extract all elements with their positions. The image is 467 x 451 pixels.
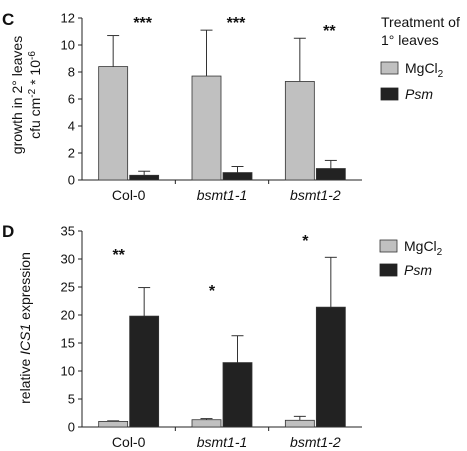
panel-c-legend: Treatment of 1° leaves MgCl2 Psm	[380, 14, 460, 102]
panel-d-bar-psm	[129, 315, 160, 428]
panel-d-significance: **	[112, 247, 125, 264]
panel-c-significance: **	[323, 23, 336, 40]
panel-d-category-label: Col-0	[112, 434, 146, 450]
panel-c-bar-psm	[315, 168, 346, 181]
panel-d-label: D	[2, 222, 14, 241]
panel-d-bar-mgcl2	[191, 419, 222, 428]
panel-c-y-tick-label: 0	[68, 173, 75, 188]
panel-c-legend-title-line2: 1° leaves	[381, 32, 439, 48]
panel-d-y-tick-label: 35	[61, 224, 75, 239]
panel-c-legend-label-psm: Psm	[405, 86, 433, 102]
panel-d-bar-psm	[315, 306, 346, 428]
panel-c-bar-psm	[129, 174, 160, 181]
panel-d-bar-mgcl2	[98, 420, 129, 428]
panel-d-y-tick-label: 5	[68, 392, 75, 407]
panel-d-significance: *	[209, 283, 216, 300]
panel-c-significance: ***	[133, 15, 152, 32]
panel-c-category-label: Col-0	[112, 187, 146, 203]
panel-d-legend-label-psm: Psm	[404, 262, 432, 278]
panel-c-bar-mgcl2	[98, 66, 129, 181]
panel-c-ylabel-line1: growth in 2° leaves	[9, 36, 25, 154]
panel-d-bar-mgcl2	[284, 419, 315, 428]
panel-c-y-tick-label: 4	[68, 119, 75, 134]
panel-d-legend: MgCl2 Psm	[379, 238, 443, 278]
panel-c-legend-title-line1: Treatment of	[381, 14, 460, 30]
panel-d-y-tick-label: 25	[61, 280, 75, 295]
panel-d-legend-swatch-psm	[379, 263, 398, 277]
panel-c-y-tick-label: 6	[68, 92, 75, 107]
panel-d-y-tick-label: 10	[61, 364, 75, 379]
panel-d-y-tick-label: 15	[61, 336, 75, 351]
panel-c-label: C	[2, 10, 14, 29]
panel-d-significance: *	[302, 233, 309, 250]
panel-c-bar-mgcl2	[191, 75, 222, 181]
panel-d-chart: D relative ICS1 expression 0 5 10 15 20 25 30 3…	[2, 222, 443, 450]
panel-d-y-tick-label: 30	[61, 252, 75, 267]
panel-d-y-tick-label: 20	[61, 308, 75, 323]
panel-c-y-tick-label: 8	[68, 65, 75, 80]
panel-c-significance: ***	[227, 15, 246, 32]
panel-c-chart: C growth in 2° leaves cfu cm-2 * 10-6 0 2…	[2, 10, 460, 203]
panel-d-y-tick-label: 0	[68, 420, 75, 435]
panel-d-ylabel: relative ICS1 expression	[17, 252, 33, 404]
panel-c-y-tick-label: 10	[61, 38, 75, 53]
panel-c-y-tick-label: 12	[61, 11, 75, 26]
panel-c-y-tick-label: 2	[68, 146, 75, 161]
panel-c-legend-label-mgcl2: MgCl2	[405, 60, 444, 80]
panel-d-bar-psm	[222, 362, 253, 428]
panel-d-legend-swatch-mgcl2	[379, 239, 398, 253]
panel-c-legend-swatch-psm	[380, 87, 399, 101]
panel-d-legend-label-mgcl2: MgCl2	[404, 238, 443, 258]
panel-c-category-label: bsmt1-2	[290, 187, 341, 203]
panel-c-bar-mgcl2	[284, 81, 315, 181]
panel-d-category-label: bsmt1-2	[290, 434, 341, 450]
panel-c-category-label: bsmt1-1	[197, 187, 248, 203]
panel-c-legend-swatch-mgcl2	[380, 61, 399, 75]
panel-d-category-label: bsmt1-1	[197, 434, 248, 450]
panel-c-ylabel-line2: cfu cm-2 * 10-6	[27, 51, 43, 139]
panel-c-bar-psm	[222, 172, 253, 181]
